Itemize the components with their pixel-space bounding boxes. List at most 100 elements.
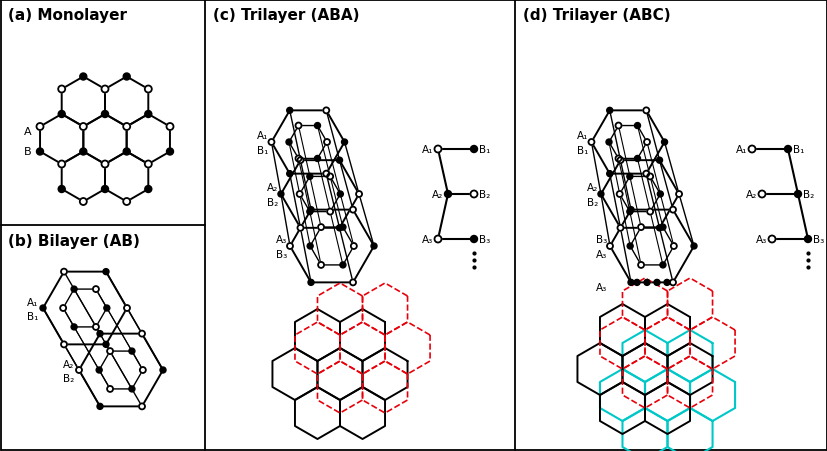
- Text: B₃: B₃: [595, 235, 606, 244]
- Circle shape: [627, 280, 633, 286]
- Circle shape: [370, 244, 376, 249]
- Text: B₃: B₃: [479, 235, 490, 244]
- Circle shape: [659, 262, 665, 268]
- Circle shape: [102, 86, 108, 93]
- Circle shape: [337, 192, 343, 198]
- Circle shape: [783, 146, 791, 153]
- Circle shape: [656, 226, 662, 231]
- Text: B₁: B₁: [256, 146, 268, 156]
- Circle shape: [470, 236, 477, 243]
- Circle shape: [669, 280, 675, 286]
- Circle shape: [145, 186, 151, 193]
- Circle shape: [647, 174, 653, 180]
- Text: B₂: B₂: [266, 198, 278, 207]
- Circle shape: [295, 123, 301, 129]
- Circle shape: [794, 191, 801, 198]
- Circle shape: [340, 225, 346, 230]
- Circle shape: [356, 192, 361, 198]
- Text: A₂: A₂: [63, 359, 74, 369]
- Circle shape: [295, 156, 301, 162]
- Text: B₂: B₂: [586, 198, 597, 207]
- Circle shape: [102, 186, 108, 193]
- Circle shape: [661, 140, 667, 146]
- Text: A₁: A₁: [734, 145, 746, 155]
- Circle shape: [36, 124, 44, 131]
- Circle shape: [638, 225, 643, 230]
- Circle shape: [79, 74, 87, 81]
- Text: (c) Trilayer (ABA): (c) Trilayer (ABA): [213, 8, 359, 23]
- Circle shape: [308, 207, 313, 213]
- Text: (d) Trilayer (ABC): (d) Trilayer (ABC): [523, 8, 670, 23]
- Text: B₂: B₂: [479, 189, 490, 199]
- Circle shape: [58, 161, 65, 168]
- Circle shape: [307, 209, 313, 215]
- Circle shape: [297, 226, 304, 231]
- Text: B₃: B₃: [812, 235, 823, 244]
- Text: B₁: B₁: [26, 311, 38, 321]
- Circle shape: [61, 341, 67, 348]
- Circle shape: [76, 367, 82, 373]
- Circle shape: [597, 192, 603, 198]
- Circle shape: [627, 207, 633, 213]
- Circle shape: [606, 171, 612, 177]
- Circle shape: [297, 158, 304, 164]
- Circle shape: [647, 209, 653, 215]
- Text: A₁: A₁: [421, 145, 433, 155]
- Circle shape: [327, 174, 332, 180]
- Circle shape: [767, 236, 775, 243]
- Circle shape: [79, 124, 87, 131]
- Circle shape: [139, 404, 145, 410]
- Circle shape: [107, 348, 113, 354]
- Circle shape: [145, 161, 151, 168]
- Circle shape: [616, 192, 622, 198]
- Circle shape: [444, 191, 451, 198]
- Circle shape: [434, 236, 441, 243]
- Circle shape: [107, 386, 113, 392]
- Circle shape: [308, 280, 313, 286]
- Text: A₂: A₂: [431, 189, 442, 199]
- Circle shape: [286, 108, 293, 114]
- Circle shape: [123, 149, 130, 156]
- Circle shape: [614, 156, 621, 162]
- Circle shape: [318, 262, 323, 268]
- Text: (b) Bilayer (AB): (b) Bilayer (AB): [8, 234, 140, 249]
- Circle shape: [286, 171, 293, 177]
- Circle shape: [656, 158, 662, 164]
- Circle shape: [626, 174, 632, 180]
- Circle shape: [60, 305, 66, 311]
- Circle shape: [71, 286, 77, 292]
- Circle shape: [669, 207, 675, 213]
- Circle shape: [314, 156, 320, 162]
- Circle shape: [626, 209, 632, 215]
- Circle shape: [470, 146, 477, 153]
- Circle shape: [588, 140, 594, 146]
- Text: A₁: A₁: [256, 131, 268, 141]
- Circle shape: [350, 280, 356, 286]
- Circle shape: [351, 244, 356, 249]
- Circle shape: [129, 348, 135, 354]
- Circle shape: [318, 225, 323, 230]
- Circle shape: [102, 161, 108, 168]
- Circle shape: [102, 111, 108, 118]
- Circle shape: [96, 367, 102, 373]
- Text: B₁: B₁: [576, 146, 588, 156]
- Circle shape: [653, 280, 659, 286]
- Circle shape: [670, 244, 676, 249]
- Circle shape: [145, 111, 151, 118]
- Text: A₃: A₃: [275, 235, 287, 244]
- Circle shape: [123, 198, 130, 206]
- Circle shape: [659, 225, 665, 230]
- Circle shape: [614, 123, 621, 129]
- Circle shape: [675, 192, 681, 198]
- Circle shape: [61, 269, 67, 275]
- Circle shape: [58, 186, 65, 193]
- Circle shape: [314, 123, 320, 129]
- Circle shape: [336, 158, 342, 164]
- Text: B₁: B₁: [479, 145, 490, 155]
- Circle shape: [633, 156, 640, 162]
- Circle shape: [323, 108, 329, 114]
- Circle shape: [103, 341, 109, 348]
- Circle shape: [638, 262, 643, 268]
- Text: B₂: B₂: [63, 373, 74, 383]
- Circle shape: [605, 140, 611, 146]
